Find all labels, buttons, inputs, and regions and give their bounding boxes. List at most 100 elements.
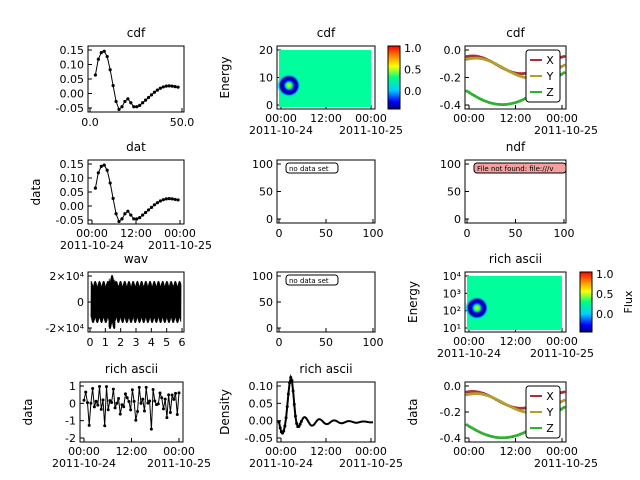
x-tick-label-0: 0.0: [81, 116, 99, 129]
message-text-4: no data set: [289, 165, 329, 173]
time-tick-label-10: 00:00: [355, 445, 387, 458]
x-tick-label-4: 0: [276, 227, 283, 240]
y-tick-label-9: -2: [65, 432, 76, 445]
date-tick-label-2: 2011-10-25: [534, 124, 598, 137]
y-tick-label-5: 0: [454, 213, 461, 226]
x-tick-label-6: 1: [102, 336, 109, 349]
y-tick-label-9: -1: [65, 415, 76, 428]
y-tick-label-11: -0.2: [440, 406, 461, 419]
y-tick-label-5: 100: [440, 158, 461, 171]
y-axis-label-9: data: [21, 398, 35, 425]
legend-box-2: [525, 49, 561, 103]
x-tick-label-5: 100: [554, 227, 575, 240]
time-tick-label-9: 12:00: [116, 445, 148, 458]
date-tick-label-8: 2011-10-25: [530, 347, 594, 360]
plot-title-0: cdf: [127, 26, 146, 40]
y-tick-label-3: 0.05: [60, 186, 85, 199]
date-tick-label-3: 2011-10-24: [60, 239, 124, 252]
plot-title-9: rich ascii: [105, 362, 158, 376]
y-tick-label-2: -0.4: [440, 99, 461, 112]
y-tick-label-3: 0.15: [60, 158, 85, 171]
time-tick-label-2: 00:00: [453, 112, 485, 125]
plot-title-6: wav: [124, 252, 148, 266]
y-tick-label-4: 0: [266, 213, 273, 226]
x-tick-label-6: 5: [163, 336, 170, 349]
message-text-7: no data set: [289, 277, 329, 285]
y-tick-label-8: 10⁴: [443, 270, 462, 283]
legend-label-2: Y: [546, 70, 554, 83]
series-line-3: [94, 164, 179, 223]
colorbar-tick-label-1: 1.0: [404, 42, 422, 55]
time-tick-label-1: 00:00: [265, 112, 297, 125]
y-tick-label-8: 10¹: [443, 322, 461, 335]
time-tick-label-8: 00:00: [453, 335, 485, 348]
y-tick-label-0: 0.15: [60, 44, 85, 57]
legend-box-11: [525, 385, 561, 439]
colorbar-tick-label-1: 0.0: [404, 85, 422, 98]
y-tick-label-1: 10: [259, 72, 273, 85]
plot-title-2: cdf: [506, 26, 525, 40]
y-tick-label-7: 0: [266, 322, 273, 335]
date-tick-label-9: 2011-10-24: [52, 457, 116, 470]
x-tick-label-6: 4: [148, 336, 155, 349]
time-tick-label-3: 12:00: [120, 227, 152, 240]
colorbar-label-8: Flux: [622, 290, 635, 313]
plot-title-10: rich ascii: [299, 362, 352, 376]
time-tick-label-8: 12:00: [500, 335, 532, 348]
y-axis-label-10: Density: [218, 389, 232, 435]
legend-label-11: X: [546, 390, 554, 403]
message-box-5: [473, 162, 567, 174]
y-tick-label-11: 0.0: [444, 380, 462, 393]
y-tick-label-6: 2×10⁴: [49, 270, 84, 283]
y-axis-label-1: Energy: [218, 56, 232, 98]
colorbar-8: [579, 271, 593, 333]
y-tick-label-10: 0.05: [249, 397, 274, 410]
time-tick-label-11: 00:00: [546, 445, 578, 458]
date-tick-label-10: 2011-10-25: [339, 457, 403, 470]
y-tick-label-9: 1: [69, 380, 76, 393]
legend-label-11: Z: [546, 422, 554, 435]
x-tick-label-5: 0: [464, 227, 471, 240]
y-tick-label-8: 10³: [443, 287, 461, 300]
message-text-5: File not found: file:///v: [477, 165, 554, 173]
y-axis-label-11: data: [406, 398, 420, 425]
time-tick-label-2: 00:00: [546, 112, 578, 125]
x-tick-label-7: 50: [319, 336, 333, 349]
y-tick-label-4: 100: [252, 158, 273, 171]
y-tick-label-7: 50: [259, 296, 273, 309]
plot-title-1: cdf: [317, 26, 336, 40]
colorbar-tick-label-8: 0.5: [596, 288, 614, 301]
colorbar-1: [387, 45, 401, 110]
time-tick-label-1: 00:00: [355, 112, 387, 125]
y-tick-label-5: 50: [447, 186, 461, 199]
y-tick-label-10: 0.10: [249, 380, 274, 393]
date-tick-label-3: 2011-10-25: [148, 239, 212, 252]
data-point-0: [93, 73, 97, 77]
date-tick-label-9: 2011-10-25: [147, 457, 211, 470]
time-tick-label-10: 12:00: [310, 445, 342, 458]
plot-title-3: dat: [126, 140, 146, 154]
y-tick-label-1: 0: [266, 99, 273, 112]
y-tick-label-7: 100: [252, 270, 273, 283]
y-tick-label-6: 0: [77, 296, 84, 309]
colorbar-tick-label-8: 1.0: [596, 268, 614, 281]
x-tick-label-4: 50: [319, 227, 333, 240]
y-tick-label-10: 0.00: [249, 415, 274, 428]
y-tick-label-1: 20: [259, 44, 273, 57]
x-tick-label-0: 50.0: [170, 116, 195, 129]
x-tick-label-6: 0: [87, 336, 94, 349]
x-tick-label-6: 6: [179, 336, 186, 349]
date-tick-label-1: 2011-10-24: [249, 124, 313, 137]
series-line-0: [94, 50, 179, 111]
time-tick-label-11: 00:00: [453, 445, 485, 458]
x-tick-label-5: 50: [509, 227, 523, 240]
y-tick-label-3: 0.00: [60, 200, 85, 213]
time-tick-label-11: 12:00: [500, 445, 532, 458]
date-tick-label-11: 2011-10-25: [534, 457, 598, 470]
y-tick-label-0: 0.05: [60, 73, 85, 86]
y-axis-label-8: Energy: [406, 281, 420, 323]
date-tick-label-1: 2011-10-25: [339, 124, 403, 137]
x-tick-label-6: 2: [117, 336, 124, 349]
plot-title-5: ndf: [506, 140, 526, 154]
time-tick-label-2: 12:00: [500, 112, 532, 125]
